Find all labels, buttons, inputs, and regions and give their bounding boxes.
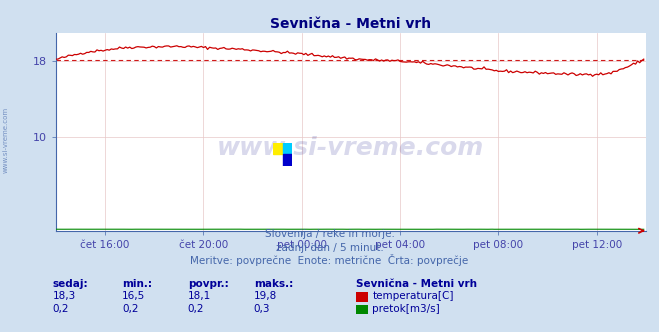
Text: sedaj:: sedaj: — [53, 279, 88, 289]
Text: www.si-vreme.com: www.si-vreme.com — [217, 136, 484, 160]
Bar — [283, 143, 292, 154]
Text: maks.:: maks.: — [254, 279, 293, 289]
Bar — [273, 143, 283, 154]
Text: Slovenija / reke in morje.: Slovenija / reke in morje. — [264, 229, 395, 239]
Title: Sevnična - Metni vrh: Sevnična - Metni vrh — [270, 17, 432, 31]
Text: 19,8: 19,8 — [254, 291, 277, 301]
Text: zadnji dan / 5 minut.: zadnji dan / 5 minut. — [275, 243, 384, 253]
Text: 0,3: 0,3 — [254, 304, 270, 314]
Text: 0,2: 0,2 — [53, 304, 69, 314]
Text: povpr.:: povpr.: — [188, 279, 229, 289]
Text: 0,2: 0,2 — [188, 304, 204, 314]
Text: 18,1: 18,1 — [188, 291, 211, 301]
Text: 18,3: 18,3 — [53, 291, 76, 301]
Text: Meritve: povprečne  Enote: metrične  Črta: povprečje: Meritve: povprečne Enote: metrične Črta:… — [190, 254, 469, 266]
Text: 16,5: 16,5 — [122, 291, 145, 301]
Text: Sevnična - Metni vrh: Sevnična - Metni vrh — [356, 279, 477, 289]
Text: temperatura[C]: temperatura[C] — [372, 291, 454, 301]
Text: pretok[m3/s]: pretok[m3/s] — [372, 304, 440, 314]
Text: 0,2: 0,2 — [122, 304, 138, 314]
Text: min.:: min.: — [122, 279, 152, 289]
Text: www.si-vreme.com: www.si-vreme.com — [2, 106, 9, 173]
Bar — [283, 154, 292, 166]
